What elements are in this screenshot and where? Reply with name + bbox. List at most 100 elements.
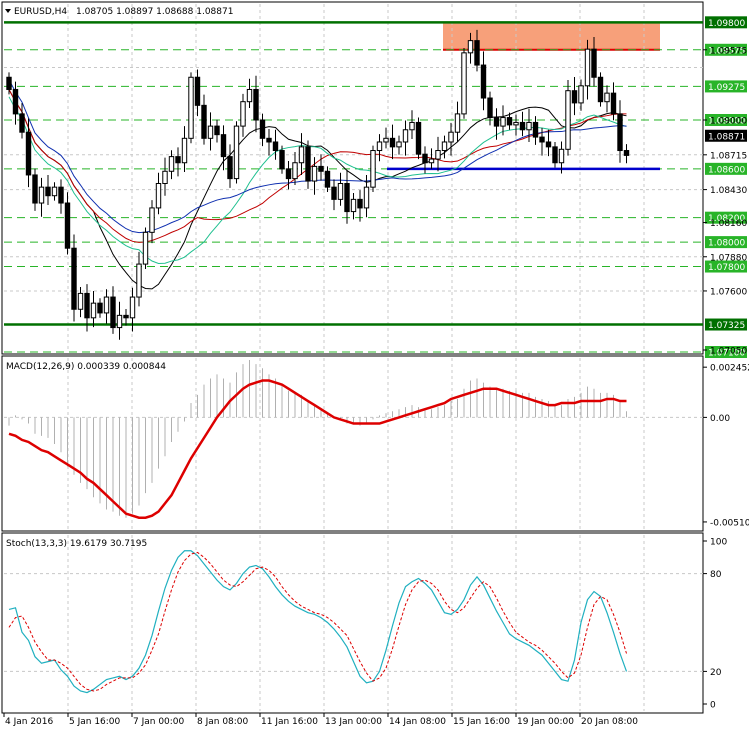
candle (474, 29, 480, 72)
candle (305, 140, 311, 189)
candle-body-down (110, 296, 116, 329)
candle (272, 129, 279, 160)
candle (32, 168, 38, 211)
candle-body-up (454, 113, 461, 133)
macd-tick-label: -0.005105 (710, 518, 749, 528)
candle (558, 141, 565, 174)
candle (253, 75, 259, 133)
candle-body-down (194, 76, 201, 106)
candle (25, 118, 32, 188)
candle-body-down (506, 117, 513, 126)
candle-body-down (272, 141, 279, 152)
level-label-text: 1.07325 (708, 321, 745, 331)
candle-body-up (376, 141, 383, 152)
level-label-text: 1.07100 (708, 349, 745, 359)
candle-body-down (545, 141, 552, 148)
candle-body-up (168, 156, 175, 172)
candle (259, 113, 266, 147)
candle-body-up (90, 302, 97, 319)
candle (623, 144, 630, 164)
candle (584, 39, 591, 100)
candle (513, 114, 519, 136)
price-tick-label: 1.09575 (710, 46, 747, 56)
candle-body-down (220, 134, 227, 158)
candle (103, 289, 110, 324)
candle (389, 124, 396, 160)
candle (129, 287, 136, 332)
time-tick-label: 13 Jan 00:00 (325, 717, 382, 727)
candle (597, 72, 604, 107)
time-tick-label: 11 Jan 16:00 (261, 717, 318, 727)
candle-body-down (318, 165, 324, 172)
candle (552, 141, 558, 168)
candle (610, 82, 617, 121)
candle-body-up (396, 141, 402, 148)
time-tick-label: 8 Jan 08:00 (197, 717, 249, 727)
candle (480, 51, 487, 111)
candle-body-down (97, 302, 103, 314)
candle (77, 287, 84, 318)
stoch-pane-frame (1, 532, 704, 714)
level-label-text: 1.08200 (708, 214, 745, 224)
level-label-box (705, 211, 747, 224)
time-tick-label: 4 Jan 2016 (5, 717, 53, 727)
level-label-text: 1.09575 (708, 46, 745, 56)
candle (285, 161, 292, 190)
ma-fast-line (8, 89, 627, 290)
candle-body-down (305, 146, 311, 182)
macd-tick-label: 0.00 (710, 414, 730, 424)
pane-frames (1, 1, 704, 714)
candle-body-down (617, 113, 623, 152)
candle-body-up (409, 121, 415, 131)
time-tick-label: 7 Jan 00:00 (133, 717, 185, 727)
candle-body-down (610, 92, 617, 115)
candle (519, 111, 526, 137)
candle-body-down (19, 113, 25, 133)
candle (246, 78, 253, 109)
candle (435, 136, 441, 172)
candle-body-down (279, 150, 285, 170)
time-tick-label: 14 Jan 08:00 (389, 717, 446, 727)
candle (500, 105, 506, 136)
candle-body-down (415, 121, 422, 155)
candle (116, 301, 123, 340)
candle (357, 190, 363, 222)
candle-body-down (519, 121, 526, 131)
candle-body-up (136, 263, 142, 298)
candle-body-up (441, 141, 448, 152)
candle-body-up (246, 88, 253, 103)
candle (311, 157, 318, 195)
candle-body-down (201, 104, 207, 139)
candle-body-up (526, 121, 532, 131)
candle (422, 146, 428, 174)
candle (539, 127, 545, 156)
candle-body-down (623, 150, 630, 156)
stoch-tick-label: 0 (710, 701, 716, 711)
candle-body-down (6, 76, 12, 90)
macd-title: MACD(12,26,9) 0.000339 0.000844 (6, 362, 166, 372)
candles (6, 29, 630, 340)
candle-body-up (435, 150, 441, 160)
candle-body-up (565, 90, 571, 150)
price-pane-frame (1, 1, 704, 355)
dropdown-triangle-icon[interactable] (5, 9, 11, 13)
level-label-box (705, 80, 747, 93)
candle (370, 145, 376, 193)
candle (201, 94, 207, 145)
time-tick-label: 5 Jan 16:00 (69, 717, 121, 727)
candle (123, 309, 129, 326)
candle (415, 117, 422, 160)
candle (64, 192, 71, 255)
candle (149, 200, 155, 244)
candle-body-down (493, 117, 500, 127)
macd-signal-line (8, 379, 627, 519)
level-label-text: 1.08000 (708, 239, 745, 249)
candle-body-down (12, 88, 19, 115)
candle-body-down (214, 125, 220, 136)
candle-body-down (532, 121, 539, 138)
candle-body-up (162, 170, 168, 184)
price-tick-label: 1.07050 (710, 347, 747, 357)
candle-body-up (188, 76, 194, 139)
candle (6, 72, 12, 95)
candle-body-up (142, 231, 149, 265)
